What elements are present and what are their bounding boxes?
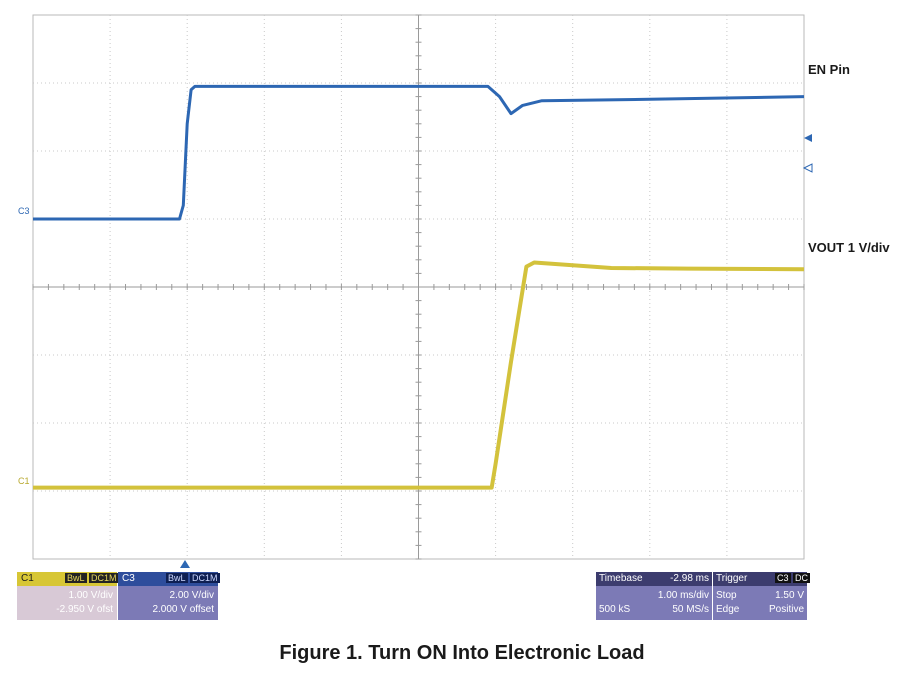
c1-coupling-badge: DC1M — [87, 573, 121, 584]
c3-coupling-text: DC1M — [190, 573, 220, 583]
c3-channel-marker: C3 — [18, 206, 30, 216]
trigger-label: Trigger — [716, 573, 748, 584]
c1-offset: -2.950 V ofst — [56, 604, 113, 615]
timebase-header: Timebase -2.98 ms — [596, 572, 712, 586]
c1-vdiv: 1.00 V/div — [68, 590, 113, 601]
c3-offset: 2.000 V offset — [152, 604, 214, 615]
vout-label: VOUT 1 V/div — [808, 240, 890, 255]
trigger-level: 1.50 V — [775, 590, 804, 601]
trigger-position-marker — [180, 560, 190, 568]
c1-panel-header: C1 BwL DC1M — [17, 572, 119, 586]
c3-bw-text: BwL — [166, 573, 188, 583]
timebase-samples: 500 kS — [599, 604, 631, 615]
timebase-rate: 50 MS/s — [672, 604, 709, 615]
trigger-header: Trigger C3 DC — [713, 572, 810, 586]
trigger-level-outline-marker — [802, 163, 813, 173]
c1-name: C1 — [21, 573, 34, 584]
en-pin-label: EN Pin — [808, 62, 850, 77]
c1-coupling-text: DC1M — [89, 573, 119, 583]
trigger-type: Edge — [716, 604, 740, 615]
trigger-source-badge: C3 — [773, 573, 793, 584]
trigger-mode: Stop — [716, 590, 737, 601]
c1-channel-marker: C1 — [18, 476, 30, 486]
trigger-source-text: C3 — [775, 573, 791, 583]
timebase-tdiv: 1.00 ms/div — [657, 590, 709, 601]
c3-vdiv: 2.00 V/div — [169, 590, 214, 601]
trigger-coupling-badge: DC — [791, 573, 812, 584]
timebase-label: Timebase — [599, 573, 643, 584]
c3-name: C3 — [122, 573, 135, 584]
trigger-slope: Positive — [768, 604, 804, 615]
en-pin-trace — [33, 84, 805, 221]
c3-channel-panel[interactable]: C3 BwL DC1M 2.00 V/div 2.000 V offset — [118, 572, 220, 620]
vout-trace — [33, 260, 805, 490]
c1-bw-text: BwL — [65, 573, 87, 583]
c3-bw-badge: BwL — [164, 573, 190, 584]
trigger-coupling-text: DC — [793, 573, 810, 583]
timebase-delay: -2.98 ms — [670, 573, 709, 584]
timebase-panel[interactable]: Timebase -2.98 ms 1.00 ms/div 500 kS 50 … — [596, 572, 712, 620]
c3-coupling-badge: DC1M — [188, 573, 222, 584]
c1-channel-panel[interactable]: C1 BwL DC1M 1.00 V/div -2.950 V ofst — [17, 572, 119, 620]
c3-panel-header: C3 BwL DC1M — [118, 572, 220, 586]
c1-bw-badge: BwL — [63, 573, 89, 584]
trigger-level-marker — [804, 134, 812, 142]
figure-caption: Figure 1. Turn ON Into Electronic Load — [279, 642, 645, 664]
trigger-panel[interactable]: Trigger C3 DC Stop 1.50 V Edge Positive — [713, 572, 810, 620]
traces — [33, 84, 805, 490]
